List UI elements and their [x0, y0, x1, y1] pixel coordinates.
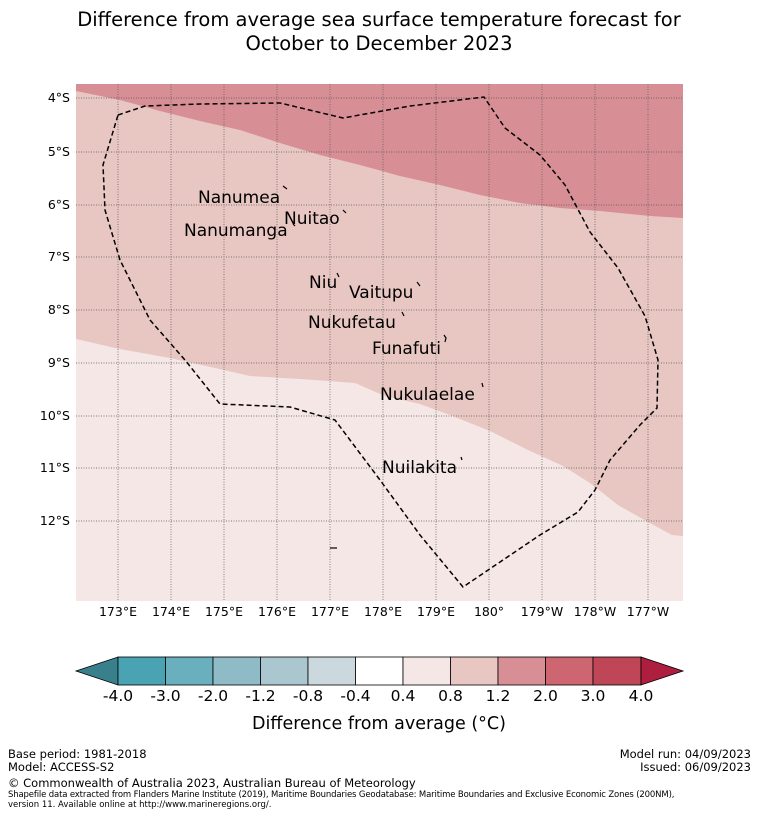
colorbar-high-extension	[640, 656, 685, 686]
colorbar-bin-1	[117, 656, 166, 686]
colorbar-tick-0: -4.0	[102, 687, 134, 705]
colorbar-title: Difference from average (°C)	[252, 714, 506, 734]
colorbar-bin-9	[497, 656, 546, 686]
lat-label-7s: 7°S	[47, 249, 70, 264]
lat-label-4s: 4°S	[47, 90, 70, 105]
island-label-niu: Niu	[309, 273, 338, 293]
title-line-2: October to December 2023	[245, 32, 513, 55]
chart-title: Difference from average sea surface temp…	[0, 8, 758, 56]
footer-source-line-2: version 11. Available online at http://w…	[8, 800, 272, 810]
colorbar-tick-4: -0.8	[292, 687, 324, 705]
colorbar-tick-5: -0.4	[340, 687, 371, 705]
lon-label-176e: 176°E	[257, 604, 296, 619]
footer-base-period: Base period: 1981-2018	[8, 747, 147, 761]
colorbar-bin-5	[307, 656, 356, 686]
colorbar-bin-4	[260, 656, 309, 686]
footer-copyright: © Commonwealth of Australia 2023, Austra…	[8, 776, 416, 790]
island-label-nukulaelae: Nukulaelae	[380, 385, 475, 405]
colorbar-tick-8: 1.2	[485, 687, 511, 705]
colorbar-tick-7: 0.8	[438, 687, 463, 705]
lon-label-180: 180°	[473, 604, 505, 619]
colorbar-bin-10	[545, 656, 594, 686]
colorbar-tick-10: 3.0	[580, 687, 606, 705]
title-line-1: Difference from average sea surface temp…	[77, 8, 681, 31]
lon-label-179e: 179°E	[416, 604, 455, 619]
footer-source-line-1: Shapefile data extracted from Flanders M…	[8, 790, 675, 800]
colorbar-tick-9: 2.0	[533, 687, 558, 705]
footer-model-run: Model run: 04/09/2023	[619, 747, 751, 761]
colorbar-bin-6	[355, 656, 404, 686]
colorbar-tick-6: 0.4	[390, 687, 416, 705]
footer-issued: Issued: 06/09/2023	[640, 760, 751, 774]
island-marks	[282, 185, 484, 549]
colorbar-tick-2: -2.0	[197, 687, 229, 705]
graticule	[76, 84, 683, 601]
lon-label-178e: 178°E	[363, 604, 402, 619]
lat-label-9s: 9°S	[47, 355, 70, 370]
lat-label-5s: 5°S	[47, 144, 70, 159]
lat-label-11s: 11°S	[39, 460, 70, 475]
lon-label-175e: 175°E	[204, 604, 243, 619]
island-label-funafuti: Funafuti	[372, 339, 441, 359]
colorbar-tick-11: 4.0	[628, 687, 654, 705]
colorbar-bin-3	[212, 656, 261, 686]
lon-label-177w: 177°W	[626, 604, 670, 619]
lon-label-177e: 177°E	[310, 604, 349, 619]
colorbar	[74, 656, 685, 686]
footer-model: Model: ACCESS-S2	[8, 760, 115, 774]
island-label-nukufetau: Nukufetau	[308, 313, 396, 333]
colorbar-bin-8	[450, 656, 499, 686]
colorbar-tick-3: -1.2	[245, 687, 276, 705]
lat-label-8s: 8°S	[47, 302, 70, 317]
colorbar-bin-11	[592, 656, 642, 686]
island-label-nuilakita: Nuilakita	[382, 458, 458, 478]
colorbar-low-extension	[74, 656, 119, 686]
island-label-nanumea: Nanumea	[198, 188, 281, 208]
lat-label-12s: 12°S	[39, 513, 70, 528]
lon-label-178w: 178°W	[573, 604, 617, 619]
lon-label-173e: 173°E	[98, 604, 137, 619]
colorbar-bin-7	[402, 656, 451, 686]
eez-boundary	[102, 96, 659, 589]
island-label-nanumanga: Nanumanga	[184, 221, 288, 241]
lon-label-179w: 179°W	[520, 604, 564, 619]
map-panel	[76, 84, 683, 601]
colorbar-bin-2	[165, 656, 214, 686]
island-label-vaitupu: Vaitupu	[349, 283, 414, 303]
island-label-nuitao: Nuitao	[284, 209, 340, 229]
colorbar-tick-1: -3.0	[150, 687, 181, 705]
lat-label-10s: 10°S	[39, 408, 70, 423]
lat-label-6s: 6°S	[47, 197, 70, 212]
lon-label-174e: 174°E	[151, 604, 190, 619]
zone-2-0-to-3-0	[76, 84, 683, 218]
